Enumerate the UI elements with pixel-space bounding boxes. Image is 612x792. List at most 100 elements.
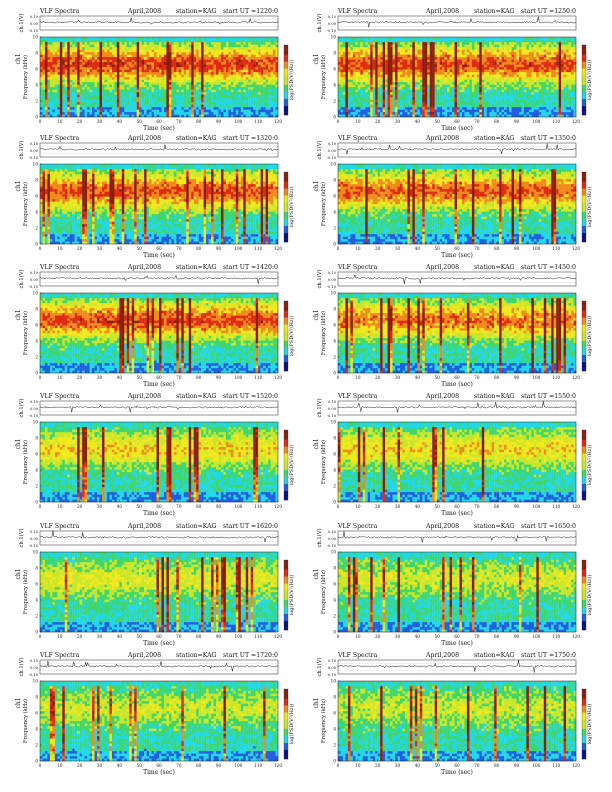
spectrogram-cell [201,64,204,68]
spectrogram-cell [171,114,175,118]
spectrogram-cell [176,109,179,113]
spectrogram-cell [250,109,254,113]
spectrogram-cell [447,62,450,65]
spectrogram-cell [188,99,192,103]
spectrogram-cell [447,89,450,93]
spectrogram-cell [457,67,460,70]
spectrogram-cell [392,102,396,105]
spectrogram-cell [119,99,122,103]
spectrogram-cell [377,114,381,118]
spectrogram-cell [340,107,344,110]
spectrogram-cell [461,112,465,115]
spectrogram-cell [101,59,105,63]
spectrogram-cell [220,94,224,98]
spectrogram-cell [121,59,125,63]
spectrogram-cell [424,74,428,78]
spectrogram-cell [350,92,354,95]
spectrogram-cell [82,79,85,83]
spectrogram-cell [156,44,160,48]
spectrogram-cell [429,64,433,68]
spectrogram-cell [47,74,51,78]
spectrogram-cell [121,74,125,78]
spectrogram-cell [417,62,420,65]
spectrogram-cell [402,77,406,80]
colorbar-segment [284,101,288,104]
spectrogram-cell [372,72,376,75]
spectrogram-cell [149,54,152,58]
spectrogram-cell [404,69,408,73]
spectrogram-cell [461,107,465,110]
spectrogram-cell [79,47,83,50]
spectrogram-cell [166,47,170,50]
spectrogram-cell [417,79,420,83]
spectrogram-cell [149,77,152,80]
spectrogram-cell [402,37,406,40]
spectrogram-cell [260,67,264,70]
spectrogram-cell [427,69,430,73]
spectrogram-cell [235,107,239,110]
spectrogram-cell [57,72,60,75]
spectrogram-cell [263,69,266,73]
spectrogram-cell [126,77,130,80]
spectrogram-cell [437,82,440,85]
spectrogram-cell [275,44,279,48]
spectrogram-cell [357,67,361,70]
spectrogram-cell [380,42,383,45]
spectrogram-cell [40,84,43,88]
spectrogram-cell [151,59,155,63]
spectrogram-cell [429,112,433,115]
spectrogram-cell [380,107,383,110]
spectrogram-cell [94,109,98,113]
spectrogram-cell [154,99,157,103]
spectrogram-cell [139,92,142,95]
spectrogram-cell [84,107,88,110]
spectrogram-cell [116,102,120,105]
spectrogram-cell [432,44,435,48]
spectrogram-cell [52,97,56,100]
spectrogram-cell [382,74,386,78]
spectrogram-cell [64,57,68,60]
spectrogram-cell [178,102,182,105]
spectrogram-cell [439,94,443,98]
spectrogram-cell [44,87,48,90]
spectrogram-cell [178,77,182,80]
spectrogram-cell [196,104,199,108]
spectrogram-cell [250,104,254,108]
spectrogram-cell [84,112,88,115]
spectrogram-cell [352,49,356,53]
spectrogram-cell [42,92,46,95]
spectrogram-cell [474,62,477,65]
spectrogram-cell [101,64,105,68]
spectrogram-cell [342,54,346,58]
spectrogram-cell [111,89,115,93]
spectrogram-cell [248,37,251,40]
spectrogram-cell [116,64,120,68]
spectrogram-cell [414,37,418,40]
spectrogram-cell [347,104,351,108]
spectrogram-cell [166,72,170,75]
spectrogram-cell [106,84,110,88]
spectrogram-cell [196,37,199,40]
spectrogram-cell [245,37,249,40]
spectrogram-cell [464,79,468,83]
spectrogram-cell [59,114,63,118]
spectrogram-cell [178,64,182,68]
spectrogram-cell [355,97,358,100]
spectrogram-cell [399,104,403,108]
spectrogram-cell [188,47,192,50]
spectrogram-cell [49,109,53,113]
spectrogram-cell [218,49,222,53]
spectrogram-cell [99,72,103,75]
spectrogram-cell [457,82,460,85]
spectrogram-cell [201,42,204,45]
spectrogram-cell [422,57,425,60]
spectrogram-cell [64,59,68,63]
spectrogram-cell [357,39,361,43]
spectrogram-cell [434,114,438,118]
spectrogram-cell [392,84,396,88]
spectrogram-cell [183,104,187,108]
spectrogram-cell [442,114,445,118]
spectrogram-cell [218,37,222,40]
spectrogram-cell [196,69,199,73]
spectrogram-cell [238,69,241,73]
